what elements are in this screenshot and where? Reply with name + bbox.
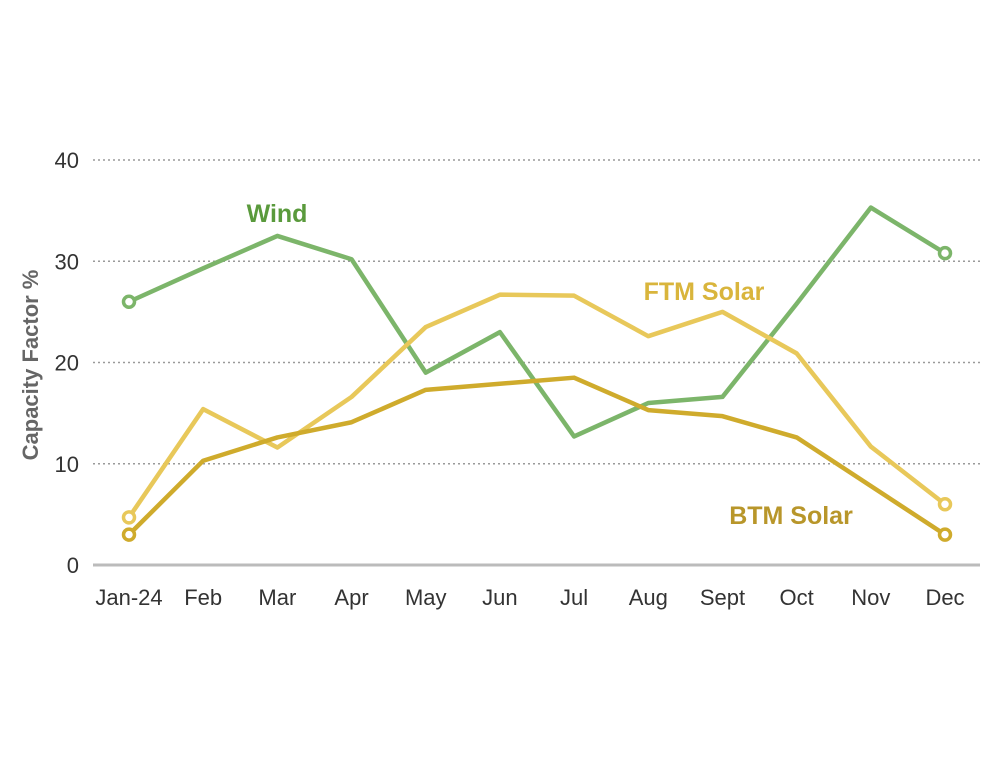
y-tick-label: 40 bbox=[55, 148, 79, 173]
wind-label: Wind bbox=[247, 200, 308, 228]
x-tick-labels: Jan-24 Feb Mar Apr May Jun Jul Aug Sept Oct Nov Dec bbox=[95, 585, 964, 610]
x-tick-label: Aug bbox=[629, 585, 668, 610]
y-tick-labels: 0 10 20 30 40 bbox=[55, 148, 79, 578]
wind-point bbox=[937, 245, 953, 261]
x-tick-label: Nov bbox=[851, 585, 890, 610]
wind-line bbox=[126, 205, 948, 439]
series-labels: Wind FTM Solar BTM Solar bbox=[247, 200, 854, 530]
y-tick-label: 10 bbox=[55, 452, 79, 477]
y-axis-label: Capacity Factor % bbox=[18, 270, 43, 461]
y-tick-label: 30 bbox=[55, 249, 79, 274]
x-tick-label: Oct bbox=[780, 585, 814, 610]
x-tick-label: Apr bbox=[334, 585, 368, 610]
ftm-solar-point bbox=[937, 497, 953, 512]
x-tick-label: Jan-24 bbox=[95, 585, 162, 610]
x-tick-label: May bbox=[405, 585, 447, 610]
x-tick-label: Jul bbox=[560, 585, 588, 610]
ftm-solar-label: FTM Solar bbox=[644, 278, 765, 306]
x-tick-label: Mar bbox=[258, 585, 296, 610]
x-tick-label: Feb bbox=[184, 585, 222, 610]
ftm-solar-line bbox=[126, 292, 948, 520]
btm-solar-point bbox=[121, 527, 137, 542]
wind-point bbox=[121, 294, 137, 309]
y-tick-label: 0 bbox=[67, 553, 79, 578]
ftm-solar-point bbox=[121, 510, 137, 525]
series-lines bbox=[121, 205, 953, 542]
x-tick-label: Sept bbox=[700, 585, 745, 610]
x-tick-label: Jun bbox=[482, 585, 517, 610]
btm-solar-label: BTM Solar bbox=[729, 502, 853, 530]
x-tick-label: Dec bbox=[925, 585, 964, 610]
btm-solar-point bbox=[937, 527, 953, 542]
btm-solar-line bbox=[126, 375, 948, 537]
y-tick-label: 20 bbox=[55, 351, 79, 376]
